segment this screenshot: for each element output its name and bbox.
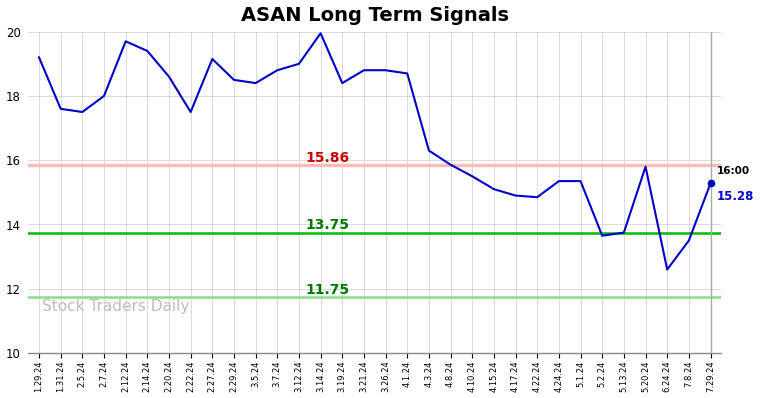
Text: 16:00: 16:00 <box>717 166 750 176</box>
Text: 15.86: 15.86 <box>306 150 350 164</box>
Text: 11.75: 11.75 <box>306 283 350 297</box>
Text: 13.75: 13.75 <box>306 219 350 232</box>
Point <box>704 180 717 187</box>
Title: ASAN Long Term Signals: ASAN Long Term Signals <box>241 6 509 25</box>
Text: 15.28: 15.28 <box>717 190 754 203</box>
Text: Stock Traders Daily: Stock Traders Daily <box>42 299 190 314</box>
